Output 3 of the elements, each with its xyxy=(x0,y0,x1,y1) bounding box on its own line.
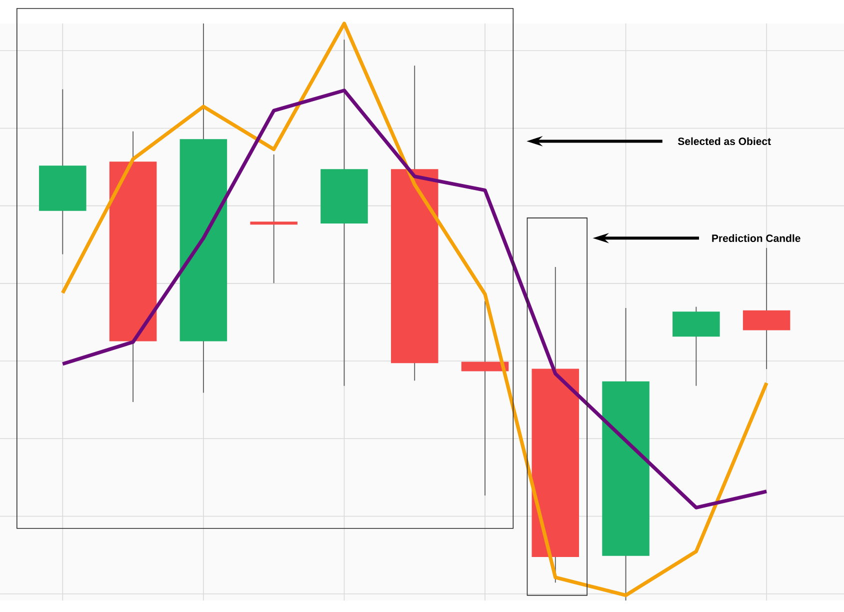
annotation: Selected as Obiect xyxy=(678,137,771,146)
annotation: Prediction Candle xyxy=(712,234,800,242)
candlestick xyxy=(250,154,298,284)
